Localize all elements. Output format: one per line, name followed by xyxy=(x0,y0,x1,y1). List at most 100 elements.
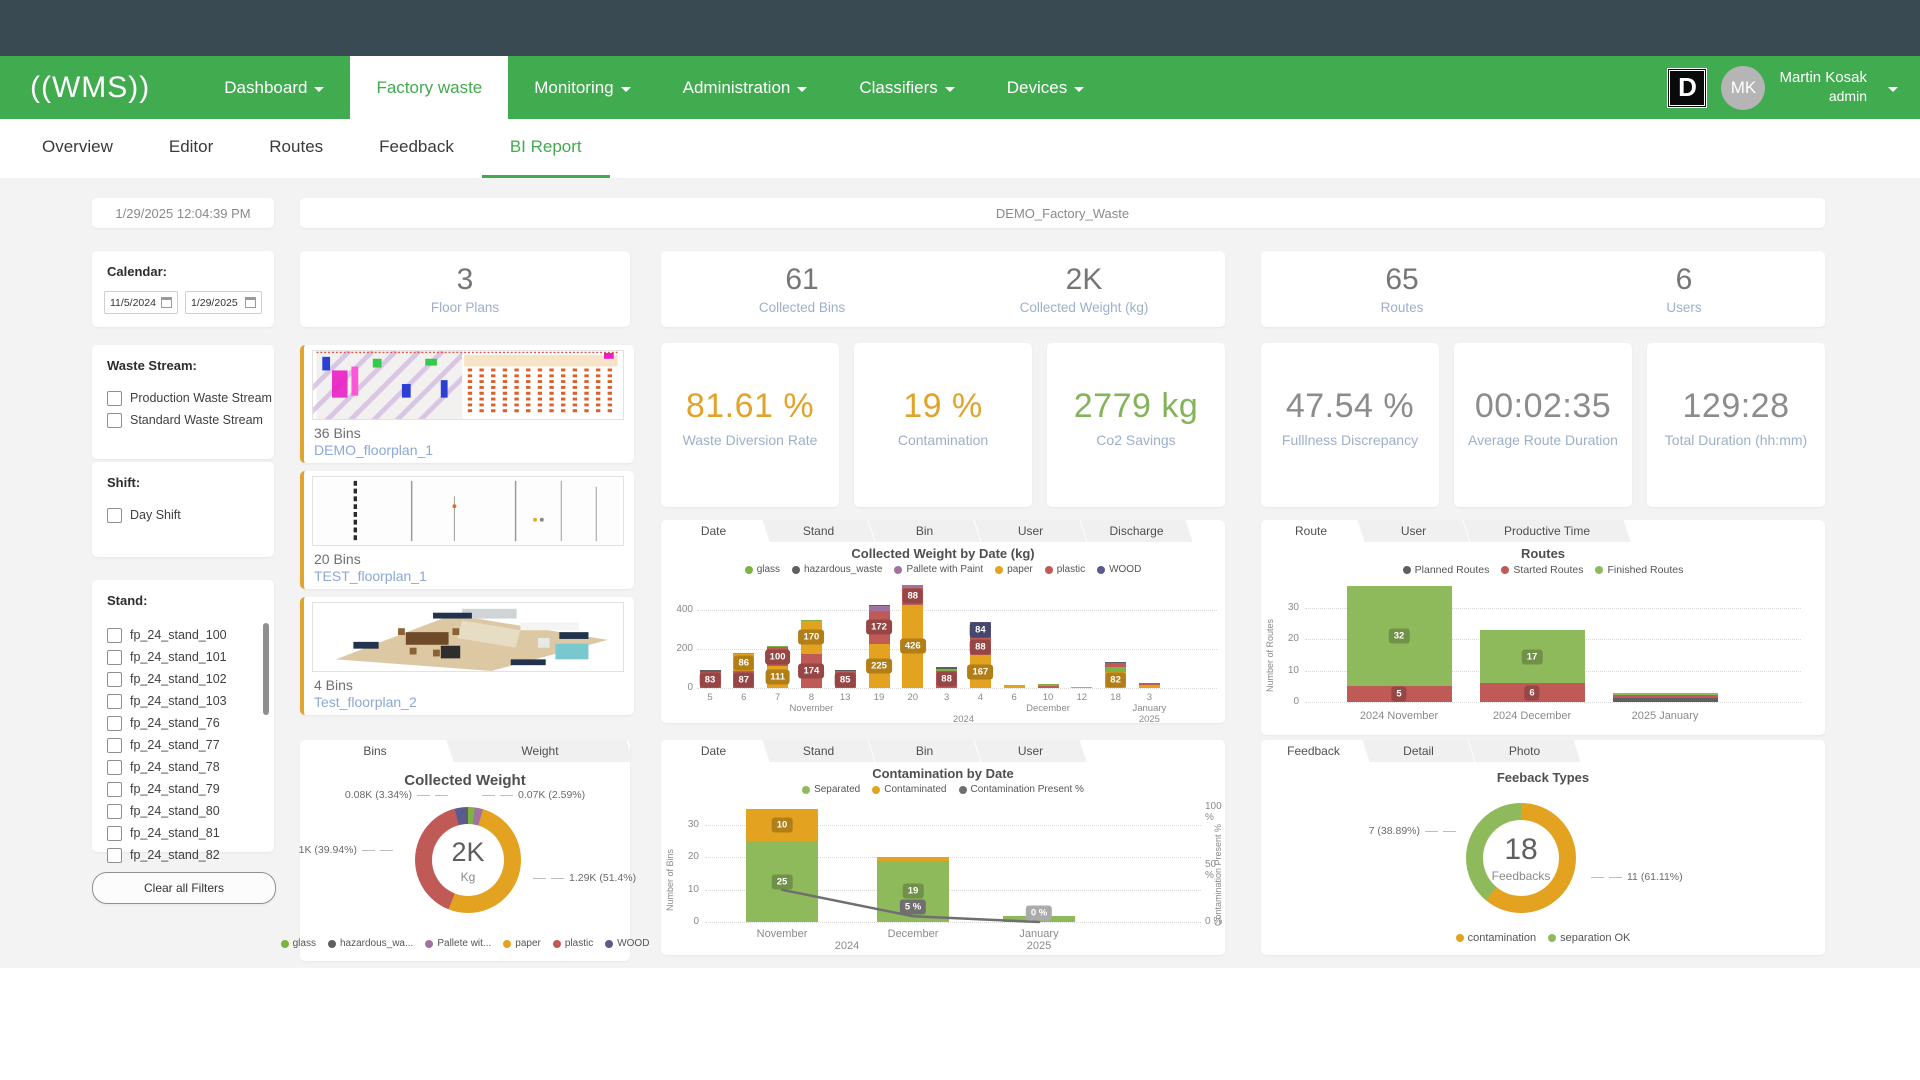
chevron-down-icon xyxy=(314,86,325,92)
tab-photo[interactable]: Photo xyxy=(1468,740,1582,762)
user-menu-caret-icon[interactable] xyxy=(1888,86,1898,92)
tab-date[interactable]: Date xyxy=(700,744,727,758)
chevron-down-icon xyxy=(944,86,955,92)
tab-overview[interactable]: Overview xyxy=(42,137,113,156)
floorplan-bins-count: 36 Bins xyxy=(314,425,361,441)
tab-stand[interactable]: Stand xyxy=(762,520,876,542)
stand-option-fp-24-stand-103[interactable]: fp_24_stand_103 xyxy=(107,690,262,712)
shift-options: Day Shift xyxy=(107,504,262,526)
donut-callout: 1.29K (51.4%) xyxy=(533,872,636,884)
tab-user[interactable]: User xyxy=(974,520,1088,542)
stand-option-fp-24-stand-79[interactable]: fp_24_stand_79 xyxy=(107,778,262,800)
checkbox-icon[interactable] xyxy=(107,693,122,709)
waste-stream-option-standard-waste-stream[interactable]: Standard Waste Stream xyxy=(107,409,263,431)
shift-option-day-shift[interactable]: Day Shift xyxy=(107,504,262,526)
tab-bins[interactable]: Bins xyxy=(363,744,387,758)
floorplan-name-link[interactable]: Test_floorplan_2 xyxy=(314,694,417,710)
clear-all-filters-button[interactable]: Clear all Filters xyxy=(92,872,276,904)
checkbox-icon[interactable] xyxy=(107,412,122,428)
floorplan-name-link[interactable]: TEST_floorplan_1 xyxy=(314,568,427,584)
nav-item-classifiers[interactable]: Classifiers xyxy=(833,56,980,119)
legend-separation-ok: separation OK xyxy=(1548,932,1630,944)
axis-label: 10 xyxy=(1042,692,1054,703)
brand-d-logo: D xyxy=(1667,67,1708,108)
collected-weight-value: 2K xyxy=(1065,263,1103,296)
checkbox-icon[interactable] xyxy=(107,737,122,753)
calendar-filter-label: Calendar: xyxy=(107,264,167,279)
tab-route[interactable]: Route xyxy=(1294,524,1328,538)
routes-users-kpi-card: 65 Routes 6 Users xyxy=(1261,251,1825,327)
axis-label: 2025 xyxy=(1026,940,1052,952)
legend-pallete-wit: Pallete wit... xyxy=(425,938,491,949)
stand-option-fp-24-stand-80[interactable]: fp_24_stand_80 xyxy=(107,800,262,822)
nav-item-factory-waste[interactable]: Factory waste xyxy=(350,56,509,119)
avatar[interactable]: MK xyxy=(1721,65,1766,110)
date-to-input[interactable]: 1/29/2025 xyxy=(185,291,262,314)
nav-item-devices[interactable]: Devices xyxy=(981,56,1110,119)
stand-option-fp-24-stand-100[interactable]: fp_24_stand_100 xyxy=(107,624,262,646)
tab-feedback[interactable]: Feedback xyxy=(379,137,454,156)
floorplan-card-test-floorplan-1[interactable]: 20 Bins TEST_floorplan_1 xyxy=(300,471,634,589)
checkbox-icon[interactable] xyxy=(107,507,122,523)
tab-feedback[interactable]: Feedback xyxy=(1287,744,1340,758)
floorplan-thumbnail[interactable] xyxy=(312,476,624,546)
tab-weight[interactable]: Weight xyxy=(446,740,630,762)
floorplan-thumbnail[interactable] xyxy=(312,602,624,672)
checkbox-icon[interactable] xyxy=(107,781,122,797)
tab-stand[interactable]: Stand xyxy=(762,740,876,762)
value-label: 17 xyxy=(1521,649,1543,665)
tab-bi-report[interactable]: BI Report xyxy=(481,119,610,178)
users-label: Users xyxy=(1666,300,1702,315)
nav-item-monitoring[interactable]: Monitoring xyxy=(508,56,656,119)
checkbox-icon[interactable] xyxy=(107,847,122,863)
tab-bin[interactable]: Bin xyxy=(868,740,982,762)
chart-legend: Separated Contaminated Contamination Prese… xyxy=(661,784,1225,795)
bins-weight-kpi-card: 61 Collected Bins 2K Collected Weight (k… xyxy=(661,251,1225,327)
checkbox-icon[interactable] xyxy=(107,671,122,687)
stand-option-fp-24-stand-102[interactable]: fp_24_stand_102 xyxy=(107,668,262,690)
calendar-icon[interactable] xyxy=(161,297,172,308)
axis-label: January xyxy=(1019,928,1059,940)
checkbox-icon[interactable] xyxy=(107,627,122,643)
floorplan-card-test-floorplan-2[interactable]: 4 Bins Test_floorplan_2 xyxy=(300,597,634,715)
floorplan-card-demo-floorplan-1[interactable]: 36 Bins DEMO_floorplan_1 xyxy=(300,345,634,463)
donut-callout: 1K (39.94%) xyxy=(299,844,393,856)
axis-label: December xyxy=(1026,703,1070,714)
stat-label: Average Route Duration xyxy=(1468,431,1618,448)
checkbox-icon[interactable] xyxy=(107,825,122,841)
checkbox-icon[interactable] xyxy=(107,649,122,665)
tab-bin[interactable]: Bin xyxy=(868,520,982,542)
tab-user[interactable]: User xyxy=(1357,520,1471,542)
stand-list-scrollbar[interactable] xyxy=(263,623,269,715)
tab-discharge[interactable]: Discharge xyxy=(1080,520,1194,542)
wms-logo: ((WMS)) xyxy=(30,71,151,104)
nav-item-administration[interactable]: Administration xyxy=(657,56,834,119)
tab-editor[interactable]: Editor xyxy=(168,137,214,156)
tab-detail[interactable]: Detail xyxy=(1362,740,1476,762)
floorplan-name-link[interactable]: DEMO_floorplan_1 xyxy=(314,442,434,458)
tab-user[interactable]: User xyxy=(974,740,1088,762)
checkbox-icon[interactable] xyxy=(107,759,122,775)
floorplan-thumbnail[interactable] xyxy=(304,349,624,425)
stand-option-fp-24-stand-101[interactable]: fp_24_stand_101 xyxy=(107,646,262,668)
date-from-input[interactable]: 11/5/2024 xyxy=(104,291,178,314)
legend-paper: paper xyxy=(503,938,541,949)
calendar-icon[interactable] xyxy=(245,297,256,308)
tab-productive-time[interactable]: Productive Time xyxy=(1463,520,1632,542)
waste-stream-option-production-waste-stream[interactable]: Production Waste Stream xyxy=(107,387,272,409)
report-timestamp: 1/29/2025 12:04:39 PM xyxy=(115,205,251,221)
checkbox-icon[interactable] xyxy=(107,390,122,406)
stand-option-fp-24-stand-78[interactable]: fp_24_stand_78 xyxy=(107,756,262,778)
stand-option-fp-24-stand-82[interactable]: fp_24_stand_82 xyxy=(107,844,262,866)
stand-option-fp-24-stand-76[interactable]: fp_24_stand_76 xyxy=(107,712,262,734)
stand-option-fp-24-stand-81[interactable]: fp_24_stand_81 xyxy=(107,822,262,844)
checkbox-icon[interactable] xyxy=(107,803,122,819)
stand-option-fp-24-stand-77[interactable]: fp_24_stand_77 xyxy=(107,734,262,756)
axis-label: 2024 xyxy=(834,940,860,952)
checkbox-icon[interactable] xyxy=(107,715,122,731)
nav-item-dashboard[interactable]: Dashboard xyxy=(198,56,350,119)
tab-date[interactable]: Date xyxy=(700,524,727,538)
stat-card-total-duration-hh-mm: 129:28 Total Duration (hh:mm) xyxy=(1647,343,1825,507)
tab-routes[interactable]: Routes xyxy=(269,137,324,156)
